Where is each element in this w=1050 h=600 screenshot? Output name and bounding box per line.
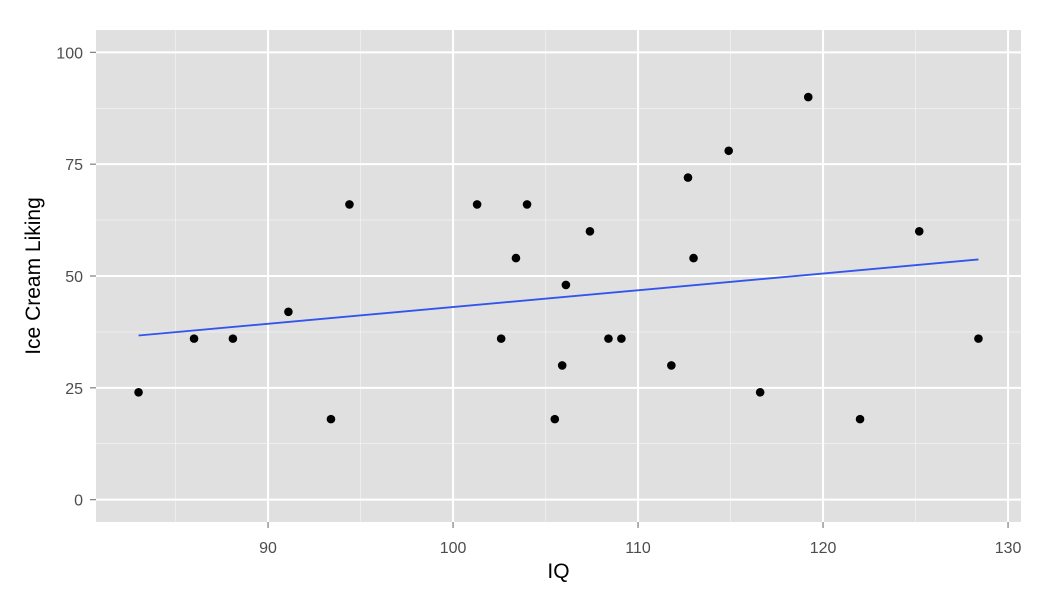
data-point <box>689 253 698 263</box>
data-point <box>228 334 238 343</box>
x-tick-label: 110 <box>625 540 651 557</box>
data-point <box>604 334 613 343</box>
y-tick-label: 100 <box>56 45 83 62</box>
y-tick-label: 0 <box>74 493 83 510</box>
data-point <box>803 92 813 102</box>
data-point <box>724 146 733 156</box>
data-points <box>134 92 983 424</box>
data-point <box>617 334 626 343</box>
data-point <box>974 334 983 343</box>
data-point <box>550 414 560 424</box>
x-tick-label: 100 <box>440 540 467 557</box>
axis-ticks <box>90 51 1009 528</box>
major-gridlines <box>96 30 1021 522</box>
y-axis-title: Ice Cream Liking <box>22 197 45 355</box>
y-tick-label: 50 <box>65 269 83 286</box>
x-tick-label: 120 <box>810 540 837 557</box>
data-point <box>496 334 506 343</box>
data-point <box>755 387 765 397</box>
data-point <box>667 361 676 370</box>
x-axis-title: IQ <box>547 560 569 583</box>
data-point <box>284 307 293 317</box>
data-point <box>189 334 199 343</box>
data-point <box>557 361 567 370</box>
data-point <box>855 414 865 424</box>
data-point <box>522 200 532 209</box>
y-tick-label: 75 <box>65 157 83 174</box>
data-point <box>561 280 571 290</box>
tick-labels: 90 100 110 120 130 0 25 50 75 100 <box>56 45 1021 557</box>
data-point <box>472 200 482 209</box>
x-tick-label: 130 <box>995 540 1022 557</box>
data-point <box>914 226 924 236</box>
data-point <box>683 173 693 182</box>
y-tick-label: 25 <box>65 381 83 398</box>
data-point <box>511 253 521 263</box>
trend-line <box>138 258 979 337</box>
data-point <box>585 226 595 236</box>
data-point <box>134 387 143 397</box>
x-tick-label: 90 <box>259 540 277 557</box>
data-point <box>326 414 336 424</box>
data-point <box>345 200 354 209</box>
